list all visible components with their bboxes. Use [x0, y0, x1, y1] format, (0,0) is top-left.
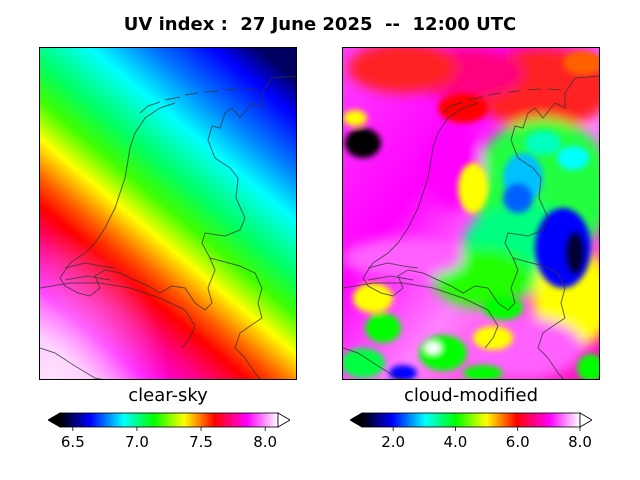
colorbar-min-arrow	[48, 412, 61, 428]
colorbar-tick-label: 8.0	[568, 433, 592, 451]
colorbar-tick-label: 7.0	[125, 433, 149, 451]
cloud-modified-map-panel	[342, 47, 600, 380]
map-title: UV index : 27 June 2025 -- 12:00 UTC	[123, 14, 517, 35]
colorbar-tick-label: 4.0	[443, 433, 468, 451]
colorbar-tick-label: 7.5	[189, 433, 213, 451]
cloud-modified-map	[343, 48, 599, 379]
cloud-modified-colorbar	[350, 412, 592, 431]
clear-sky-colorbar	[48, 412, 290, 431]
colorbar-tick-label: 2.0	[381, 433, 406, 451]
clear-sky-map	[40, 48, 296, 379]
colorbar-max-arrow	[579, 412, 592, 428]
cloud-modified-label: cloud-modified	[403, 385, 539, 406]
colorbar-tick-label: 6.0	[505, 433, 530, 451]
colorbar-tick-label: 8.0	[253, 433, 278, 451]
coastline-borders	[40, 75, 296, 379]
colorbar-tick-label: 6.5	[60, 433, 85, 451]
clear-sky-map-panel	[39, 47, 297, 380]
colorbar-max-arrow	[277, 412, 290, 428]
clear-sky-label: clear-sky	[128, 385, 208, 406]
colorbar-min-arrow	[350, 412, 363, 428]
coastline-borders	[343, 75, 599, 379]
